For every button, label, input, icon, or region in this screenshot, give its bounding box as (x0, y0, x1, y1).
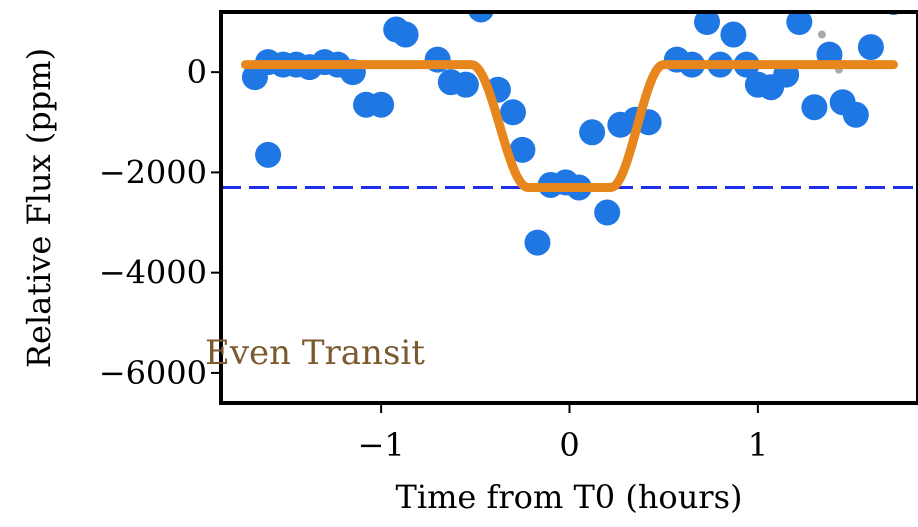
data-point-39 (801, 94, 828, 121)
data-point-16 (468, 12, 494, 23)
data-point-19 (509, 136, 536, 163)
y-tick-label-1: −2000 (99, 153, 207, 191)
data-point-38 (786, 12, 813, 36)
data-point-8 (255, 141, 282, 168)
data-point-31 (694, 12, 721, 36)
x-tick-label-1: 0 (559, 426, 579, 464)
x-axis-label: Time from T0 (hours) (396, 478, 743, 516)
data-point-24 (579, 119, 606, 146)
y-tick-label-0: 0 (187, 53, 207, 91)
transit-model-curve (240, 60, 899, 192)
data-point-33 (720, 21, 747, 48)
axis-ticks: −1 0 1 0 −2000 −4000 −6000 (99, 53, 768, 464)
data-point-15 (452, 71, 479, 98)
annotation-even-transit: Even Transit (205, 333, 425, 373)
y-axis-label: Relative Flux (ppm) (20, 48, 58, 368)
data-point-12 (392, 21, 419, 48)
x-tick-label-2: 1 (748, 426, 768, 464)
data-point-42 (842, 101, 869, 128)
data-point-20 (524, 229, 551, 256)
data-point-25 (594, 199, 621, 226)
y-tick-label-2: −4000 (99, 254, 207, 292)
data-point-18 (499, 99, 526, 126)
data-point-43 (857, 34, 884, 61)
data-points (241, 12, 902, 256)
gray-data-point-0 (817, 30, 826, 39)
data-point-10 (368, 91, 395, 118)
x-tick-label-0: −1 (358, 426, 405, 464)
y-tick-label-3: −6000 (99, 354, 207, 392)
